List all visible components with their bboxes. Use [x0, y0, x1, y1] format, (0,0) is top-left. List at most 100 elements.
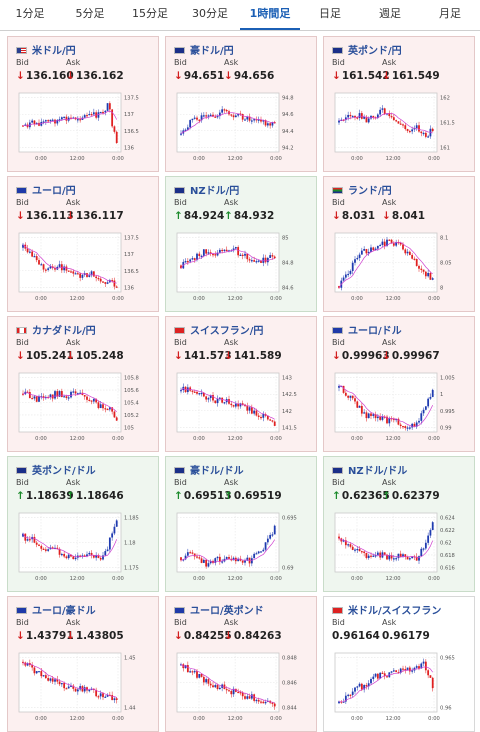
rate-card[interactable]: NZドル/ドル Bid Ask ↑0.62365 ↑0.62379 0.624 0.622 0…: [323, 456, 475, 592]
bid-value: ↓94.651: [174, 70, 224, 82]
rate-card[interactable]: 米ドル/スイスフラン Bid Ask 0.96164 0.96179 0.965 0.96 0…: [323, 596, 475, 732]
pair-title[interactable]: NZドル/円: [174, 182, 239, 197]
candle-body: [344, 392, 347, 396]
candle-body: [200, 115, 203, 121]
ask-value: ↓105.248: [66, 350, 124, 362]
moving-average-line: [180, 664, 275, 704]
tab-1[interactable]: 5分足: [75, 7, 105, 20]
y-tick-label: 0.624: [440, 516, 456, 522]
candle-body: [255, 410, 258, 416]
ask-label: Ask: [224, 338, 239, 347]
candle-body: [42, 121, 45, 123]
candle-body: [196, 253, 198, 260]
candle-body: [379, 552, 382, 558]
candle-body: [239, 403, 242, 407]
pair-title[interactable]: 米ドル/スイスフラン: [332, 602, 441, 617]
rate-card[interactable]: 米ドル/円 Bid Ask ↓136.160 ↓136.162 137.5 137 136.5…: [7, 36, 159, 172]
pair-title[interactable]: ユーロ/英ポンド: [174, 602, 264, 617]
pair-title[interactable]: 英ポンド/円: [332, 42, 402, 57]
tab-7[interactable]: 月足: [439, 7, 461, 20]
tab-6[interactable]: 週足: [379, 7, 401, 20]
rate-card[interactable]: ユーロ/英ポンド Bid Ask ↓0.84255 ↓0.84263 0.848 0.846…: [165, 596, 317, 732]
pair-title[interactable]: 英ポンド/ドル: [16, 462, 96, 477]
rate-card[interactable]: ユーロ/円 Bid Ask ↓136.113 ↓136.117 137.5 137 136.5…: [7, 176, 159, 312]
pair-title[interactable]: ユーロ/豪ドル: [16, 602, 96, 617]
moving-average-line: [180, 112, 275, 134]
pair-title[interactable]: NZドル/ドル: [332, 462, 407, 477]
candle-body: [102, 404, 104, 409]
candle-body: [420, 663, 423, 669]
y-tick-label: 8.05: [440, 261, 452, 267]
pair-title[interactable]: ユーロ/円: [16, 182, 76, 197]
candle-body: [35, 542, 38, 545]
rate-card[interactable]: ユーロ/ドル Bid Ask ↓0.99963 ↓0.99967 1.005 1 0.995 0…: [323, 316, 475, 452]
pair-title[interactable]: ランド/円: [332, 182, 392, 197]
candle-body: [42, 396, 45, 398]
tab-5[interactable]: 日足: [319, 7, 341, 20]
candle-body: [230, 690, 233, 695]
rate-card[interactable]: 英ポンド/円 Bid Ask ↓161.542 ↓161.549 162 161.5 161 0…: [323, 36, 475, 172]
rate-card[interactable]: ランド/円 Bid Ask ↓8.031 ↓8.041 8.1 8.05 8 0:00 12:00…: [323, 176, 475, 312]
rate-card[interactable]: スイスフラン/円 Bid Ask ↓141.573 ↓141.589 143 142.5 14…: [165, 316, 317, 452]
candle-body: [38, 396, 40, 402]
tab-4[interactable]: 1時間足: [240, 0, 300, 30]
candle-body: [406, 251, 409, 254]
candle-body: [22, 393, 24, 395]
tab-2[interactable]: 15分足: [132, 7, 168, 20]
candle-body: [374, 414, 377, 419]
candle-body: [253, 119, 256, 121]
y-tick-label: 137: [124, 252, 134, 258]
candle-body: [205, 679, 208, 683]
candle-body: [422, 409, 425, 414]
rate-card[interactable]: 英ポンド/ドル Bid Ask ↑1.18639 ↑1.18646 1.185 1.18 1.…: [7, 456, 159, 592]
candle-body: [47, 549, 50, 551]
candle-body: [189, 120, 192, 128]
candlestick-chart[interactable]: 94.894.694.494.20:00 12:00 0:00: [173, 88, 311, 168]
tab-3[interactable]: 30分足: [192, 7, 228, 20]
rate-card[interactable]: 豪ドル/円 Bid Ask ↓94.651 ↓94.656 94.8 94.6 94.4 94.…: [165, 36, 317, 172]
arrow-down-icon: ↓: [66, 210, 75, 222]
bid-value: ↓161.542: [332, 70, 390, 82]
candle-body: [257, 415, 260, 417]
candle-body: [248, 116, 251, 121]
candle-body: [266, 257, 269, 263]
pair-title[interactable]: 豪ドル/ドル: [174, 462, 244, 477]
candlestick-chart[interactable]: 1.451.440:00 12:00 0:00: [15, 648, 153, 728]
candle-body: [33, 667, 36, 674]
tab-0[interactable]: 1分足: [15, 7, 45, 20]
pair-title[interactable]: スイスフラン/円: [174, 322, 263, 337]
y-tick-label: 161: [440, 145, 450, 151]
candle-body: [111, 109, 114, 127]
bid-value: ↑0.69513: [174, 490, 232, 502]
rate-card[interactable]: カナダドル/円 Bid Ask ↓105.241 ↓105.248 105.8 105.6 1…: [7, 316, 159, 452]
candle-body: [429, 530, 432, 536]
candle-body: [54, 391, 56, 399]
pair-name: 英ポンド/円: [348, 46, 402, 57]
pair-title[interactable]: 豪ドル/円: [174, 42, 234, 57]
y-tick-label: 0.99: [440, 425, 452, 431]
pair-title[interactable]: カナダドル/円: [16, 322, 96, 337]
candle-body: [360, 250, 363, 255]
candle-body: [35, 671, 38, 674]
pair-title[interactable]: 米ドル/円: [16, 42, 76, 57]
pair-title[interactable]: ユーロ/ドル: [332, 322, 402, 337]
chart-frame: [334, 652, 438, 713]
rate-card[interactable]: ユーロ/豪ドル Bid Ask ↓1.43791 ↓1.43805 1.45 1.44 0:0…: [7, 596, 159, 732]
rate-card[interactable]: NZドル/円 Bid Ask ↑84.924 ↑84.932 85 84.8 84.6 0:00…: [165, 176, 317, 312]
candle-body: [26, 248, 29, 253]
rate-card[interactable]: 豪ドル/ドル Bid Ask ↑0.69513 ↑0.69519 0.695 0.69 0:0…: [165, 456, 317, 592]
y-tick-label: 141.5: [282, 425, 297, 431]
